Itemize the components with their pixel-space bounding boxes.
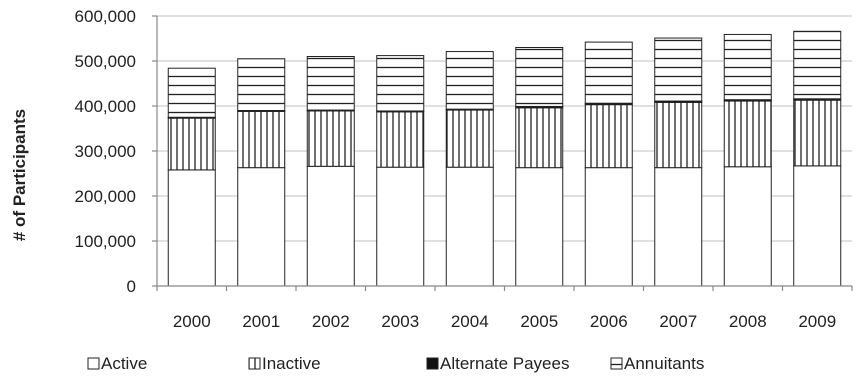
bar-segment-inactive — [167, 117, 216, 171]
x-tick-label: 2008 — [729, 312, 767, 331]
y-tick-label: 200,000 — [75, 187, 136, 206]
legend: Active Inactive Alternate Payees Annuitants — [87, 354, 704, 373]
legend-label: Alternate Payees — [440, 354, 569, 373]
bar-segment-active — [376, 166, 425, 287]
bar-segment-annuitants — [584, 41, 633, 104]
bars — [167, 30, 842, 287]
bar-segment-active — [237, 167, 286, 287]
bar-segment-inactive — [515, 107, 564, 169]
legend-swatch — [610, 357, 623, 370]
legend-label: Inactive — [262, 354, 321, 373]
bar-segment-annuitants — [237, 58, 286, 111]
x-axis-tick-labels: 2000 2001 2002 2003 2004 2005 2006 2007 2008 2009 — [173, 312, 836, 331]
x-tick-label: 2009 — [798, 312, 836, 331]
legend-label: Annuitants — [624, 354, 704, 373]
y-tick-label: 300,000 — [75, 142, 136, 161]
x-tick-label: 2003 — [381, 312, 419, 331]
bar-stack-2003 — [376, 55, 425, 287]
bar-segment-active — [723, 166, 772, 287]
x-tick-label: 2004 — [451, 312, 489, 331]
bar-stack-2006 — [584, 41, 633, 287]
legend-item-active: Active — [87, 354, 147, 373]
bar-stack-2008 — [723, 33, 772, 287]
bar-segment-active — [793, 165, 842, 287]
legend-swatch — [248, 357, 261, 370]
bar-segment-annuitants — [445, 51, 494, 110]
bar-segment-annuitants — [793, 30, 842, 100]
bar-segment-active — [515, 167, 564, 287]
bar-segment-annuitants — [723, 33, 772, 101]
bar-segment-annuitants — [515, 47, 564, 107]
y-tick-label: 400,000 — [75, 97, 136, 116]
x-tick-label: 2001 — [242, 312, 280, 331]
bar-segment-inactive — [445, 109, 494, 168]
legend-item-alternate-payees: Alternate Payees — [426, 354, 569, 373]
x-tick-label: 2002 — [312, 312, 350, 331]
bar-segment-annuitants — [376, 55, 425, 112]
y-axis-tick-labels: 0 100,000 200,000 300,000 400,000 500,000 600,… — [75, 7, 136, 296]
legend-item-annuitants: Annuitants — [610, 354, 704, 373]
bar-segment-active — [584, 167, 633, 287]
bar-segment-active — [654, 167, 703, 287]
y-tick-label: 500,000 — [75, 52, 136, 71]
bar-segment-active — [306, 165, 355, 287]
bar-segment-annuitants — [654, 37, 703, 102]
x-tick-label: 2007 — [659, 312, 697, 331]
bar-stack-2000 — [167, 67, 216, 287]
bar-segment-inactive — [793, 99, 842, 167]
legend-item-inactive: Inactive — [248, 354, 321, 373]
bar-segment-annuitants — [167, 67, 216, 118]
bar-segment-active — [167, 169, 216, 287]
bar-segment-active — [445, 166, 494, 287]
legend-swatch — [87, 357, 100, 370]
axes — [152, 15, 853, 291]
bar-segment-inactive — [723, 100, 772, 168]
bar-segment-inactive — [584, 104, 633, 169]
bar-segment-inactive — [376, 111, 425, 168]
bar-stack-2005 — [515, 47, 564, 287]
x-tick-label: 2000 — [173, 312, 211, 331]
bar-segment-inactive — [237, 110, 286, 169]
bar-segment-inactive — [654, 101, 703, 169]
bar-segment-inactive — [306, 110, 355, 167]
bar-stack-2007 — [654, 37, 703, 287]
bar-stack-2009 — [793, 30, 842, 287]
y-axis-title: # of Participants — [10, 109, 29, 241]
legend-label: Active — [101, 354, 147, 373]
bar-stack-2002 — [306, 56, 355, 287]
x-tick-label: 2006 — [590, 312, 628, 331]
bar-stack-2004 — [445, 51, 494, 287]
bar-segment-annuitants — [306, 56, 355, 111]
legend-swatch — [426, 357, 439, 370]
y-tick-label: 100,000 — [75, 232, 136, 251]
x-tick-label: 2005 — [520, 312, 558, 331]
bar-stack-2001 — [237, 58, 286, 287]
y-tick-label: 0 — [127, 277, 136, 296]
y-tick-label: 600,000 — [75, 7, 136, 26]
